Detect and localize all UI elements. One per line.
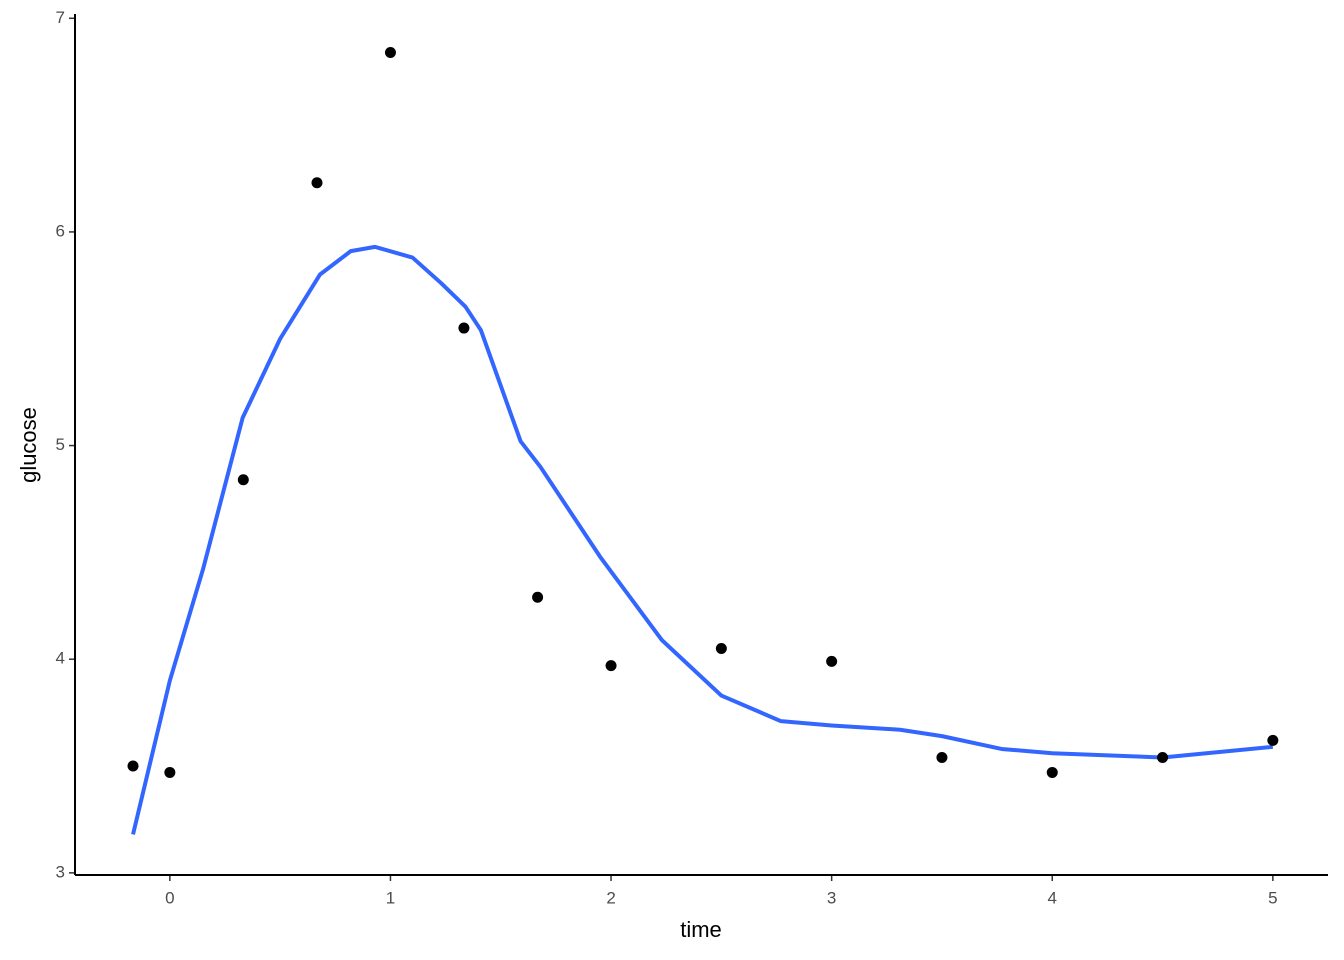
data-point — [826, 655, 838, 667]
data-point — [1046, 766, 1058, 778]
data-point — [237, 474, 249, 486]
y-tick-label: 7 — [56, 8, 65, 27]
x-tick-label: 1 — [386, 888, 395, 907]
data-point — [1267, 734, 1279, 746]
data-point — [1157, 751, 1169, 763]
y-tick-label: 5 — [56, 435, 65, 454]
x-tick-label: 2 — [606, 888, 615, 907]
data-point — [605, 660, 617, 672]
data-point — [532, 591, 544, 603]
y-tick-label: 3 — [56, 862, 65, 881]
x-axis-title: time — [680, 917, 722, 942]
data-point — [127, 760, 139, 772]
data-point — [458, 322, 470, 334]
data-point — [936, 751, 948, 763]
data-point — [311, 177, 323, 189]
x-tick-label: 3 — [827, 888, 836, 907]
smooth-line — [131, 244, 1274, 835]
x-tick-label: 5 — [1268, 888, 1277, 907]
data-point — [715, 643, 727, 655]
data-point — [384, 46, 396, 58]
y-tick-label: 6 — [56, 221, 65, 240]
y-axis-title: glucose — [16, 407, 41, 483]
data-point — [164, 766, 176, 778]
x-tick-label: 0 — [165, 888, 174, 907]
y-tick-label: 4 — [56, 649, 65, 668]
x-tick-label: 4 — [1048, 888, 1057, 907]
